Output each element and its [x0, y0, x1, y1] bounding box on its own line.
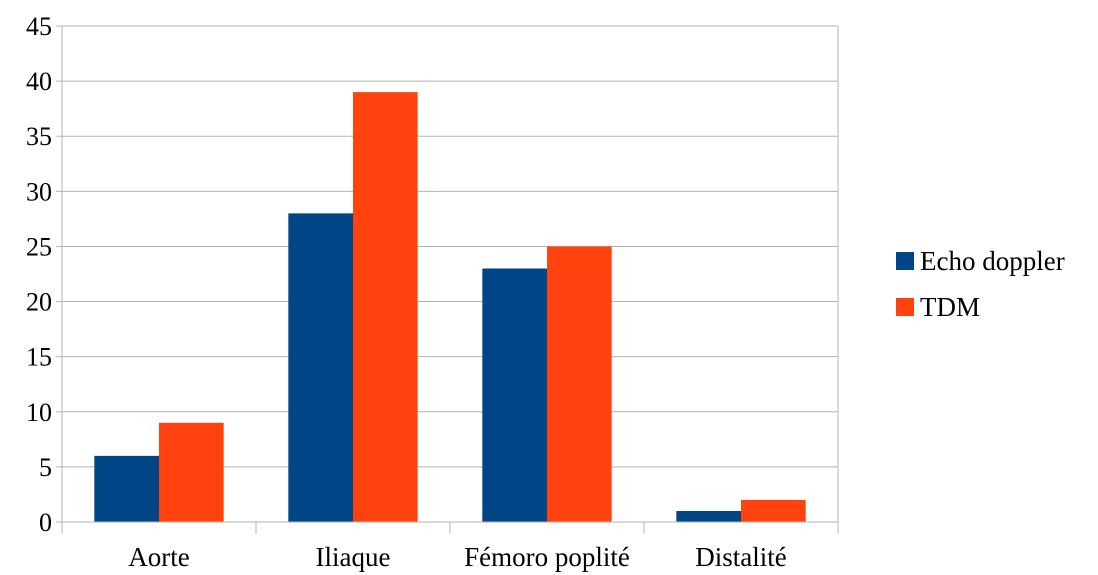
x-category-label: Aorte	[128, 542, 189, 572]
bar	[94, 455, 159, 522]
x-axis-labels: Aorte Iliaque Fémoro poplité Distalité	[128, 542, 786, 572]
bars	[94, 92, 806, 522]
gridlines	[62, 25, 838, 468]
y-tick-label: 0	[39, 508, 52, 537]
legend-swatch	[896, 298, 914, 316]
bar	[288, 213, 353, 522]
y-tick-label: 30	[26, 177, 52, 206]
y-tick-label: 5	[39, 453, 52, 482]
bar	[482, 268, 547, 522]
bar	[353, 92, 418, 522]
y-tick-label: 20	[26, 288, 52, 317]
x-category-label: Iliaque	[316, 542, 391, 572]
y-tick-label: 35	[26, 122, 52, 151]
axes	[61, 26, 839, 534]
y-axis-ticks: 0 5 10 15 20 25 30 35 40 45	[26, 12, 62, 537]
legend-label: Echo doppler	[920, 246, 1065, 276]
bar	[547, 246, 612, 522]
legend-label: TDM	[920, 292, 980, 322]
bar	[159, 422, 224, 522]
y-tick-label: 45	[26, 12, 52, 41]
bar	[741, 499, 806, 522]
x-category-label: Fémoro poplité	[464, 542, 630, 572]
legend: Echo doppler TDM	[896, 246, 1065, 322]
legend-swatch	[896, 252, 914, 270]
x-category-label: Distalité	[695, 542, 786, 572]
y-tick-label: 10	[26, 398, 52, 427]
y-tick-label: 40	[26, 67, 52, 96]
y-tick-label: 15	[26, 343, 52, 372]
bar	[676, 510, 741, 522]
y-tick-label: 25	[26, 232, 52, 261]
